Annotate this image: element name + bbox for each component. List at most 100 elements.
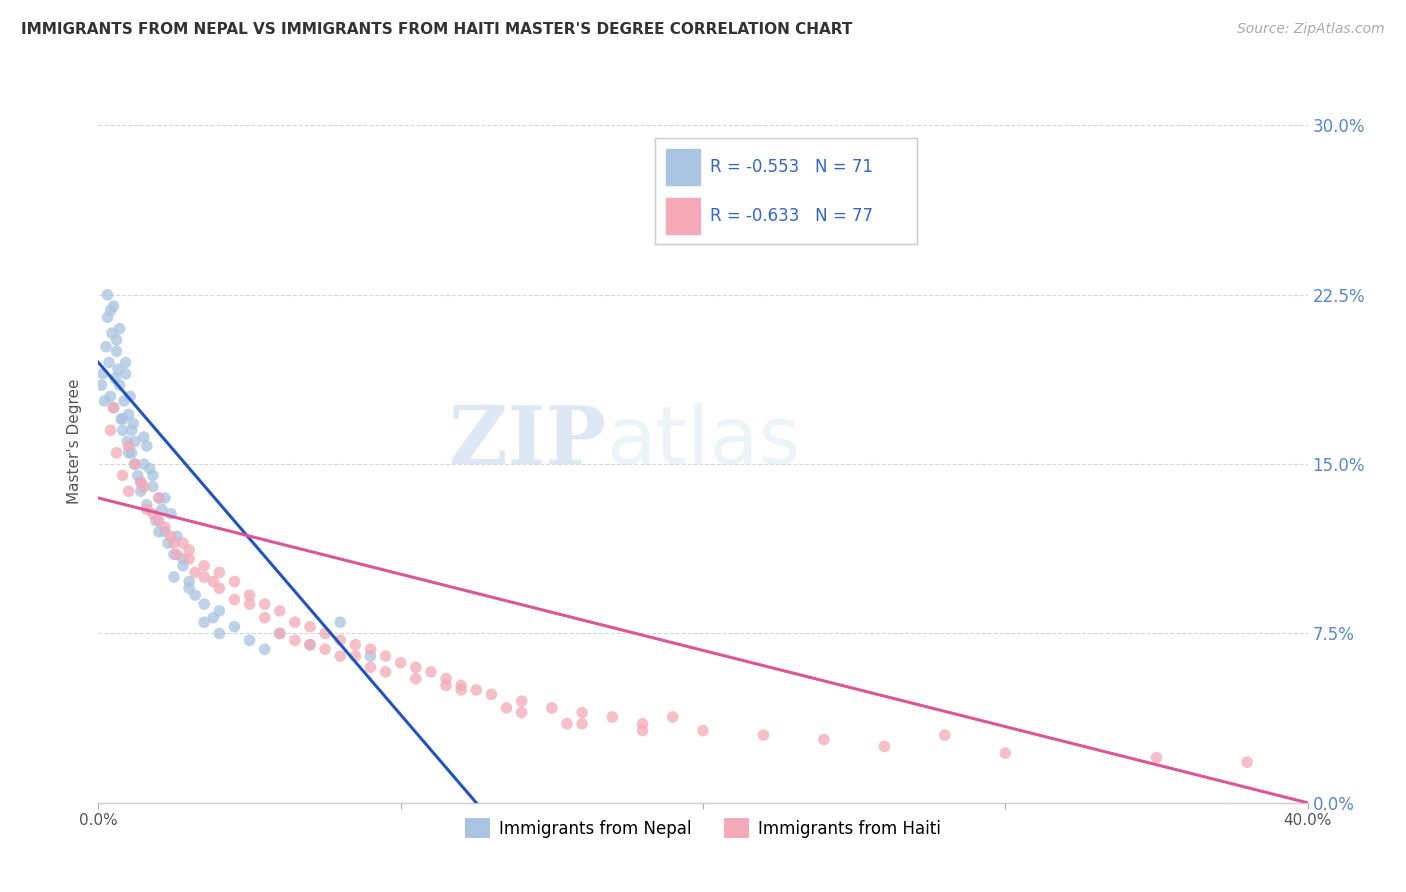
Point [193,615,215,630]
Point [631,723,654,738]
Point [111,423,134,437]
Point [153,524,176,539]
Point [631,716,654,731]
Point [163,570,186,584]
Point [148,514,170,528]
Point [193,597,215,611]
Point [105,446,128,460]
Point [314,642,336,657]
Point [100,389,122,403]
Point [118,439,141,453]
Legend: Immigrants from Nepal, Immigrants from Haiti: Immigrants from Nepal, Immigrants from H… [458,812,948,845]
Point [105,333,128,347]
Point [434,672,457,686]
Point [93,393,115,408]
Point [208,566,231,580]
Point [661,710,683,724]
Point [100,303,122,318]
Point [172,536,194,550]
Point [112,393,135,408]
Point [269,626,291,640]
Point [434,678,457,692]
Point [299,638,322,652]
Point [135,502,157,516]
Point [105,344,128,359]
Point [314,626,336,640]
Point [103,401,125,415]
Point [127,468,149,483]
Point [148,491,170,505]
Point [153,520,176,534]
Point [163,548,186,562]
Point [269,604,291,618]
Point [571,706,593,720]
Point [124,457,146,471]
Point [224,574,246,589]
Point [450,682,472,697]
Point [135,439,157,453]
Point [405,672,427,686]
Point [118,484,141,499]
Point [495,701,517,715]
Point [873,739,896,754]
Point [374,648,396,663]
Point [148,491,170,505]
Point [329,648,352,663]
Bar [665,197,700,234]
Point [108,378,131,392]
Point [193,558,215,573]
Point [156,536,179,550]
Point [360,642,382,657]
Point [202,574,225,589]
Point [103,299,125,313]
Point [510,706,533,720]
Point [122,417,145,431]
Point [450,678,472,692]
Point [360,660,382,674]
Point [115,434,138,449]
Point [121,446,143,460]
Point [142,507,165,521]
Text: R = -0.633   N = 77: R = -0.633 N = 77 [710,207,873,225]
Point [108,321,131,335]
Point [284,633,307,648]
Point [540,701,562,715]
Point [160,529,183,543]
Point [129,475,152,490]
Point [253,610,276,624]
Point [100,423,122,437]
Point [179,582,201,596]
Point [1146,750,1168,764]
Point [132,430,155,444]
Point [124,434,146,449]
Point [813,732,835,747]
Point [132,480,155,494]
Point [555,716,578,731]
Point [389,656,412,670]
Point [111,412,134,426]
Point [299,620,322,634]
Point [692,723,714,738]
Point [121,423,143,437]
Point [253,597,276,611]
Point [405,660,427,674]
Point [166,529,188,543]
Point [129,475,152,490]
Point [184,588,207,602]
Point [135,498,157,512]
Point [934,728,956,742]
Point [150,502,173,516]
Point [96,287,118,301]
Point [284,615,307,630]
Point [129,484,152,499]
Point [239,633,262,648]
Point [344,638,367,652]
Point [90,378,112,392]
Point [104,371,127,385]
Point [571,716,593,731]
Point [420,665,443,679]
Point [110,412,132,426]
Point [124,457,146,471]
Point [269,626,291,640]
Point [202,610,225,624]
